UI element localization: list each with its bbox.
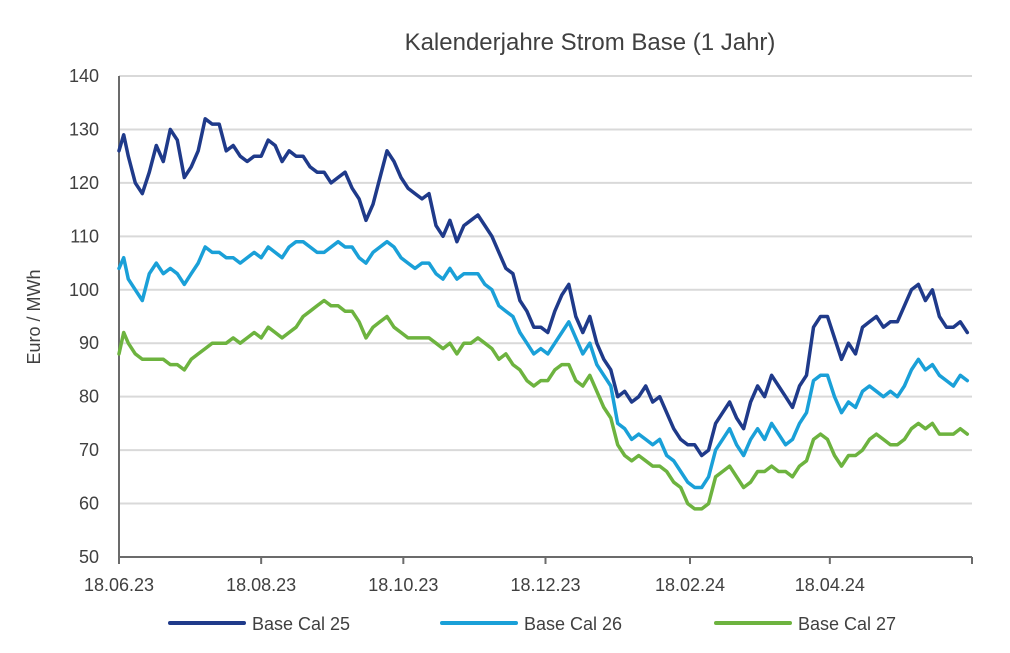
x-tick-label: 18.10.23 xyxy=(368,575,438,595)
y-tick-label: 90 xyxy=(79,333,99,353)
legend-label: Base Cal 25 xyxy=(252,614,350,634)
y-tick-label: 140 xyxy=(69,66,99,86)
x-tick-label: 18.04.24 xyxy=(795,575,865,595)
legend-label: Base Cal 26 xyxy=(524,614,622,634)
y-tick-label: 70 xyxy=(79,440,99,460)
x-tick-label: 18.06.23 xyxy=(84,575,154,595)
y-tick-label: 60 xyxy=(79,494,99,514)
series-line-1 xyxy=(117,117,970,458)
legend-label: Base Cal 27 xyxy=(798,614,896,634)
axes: 50 60 70 80 90 100 110 120 130 140 18.06.23 18.08.2… xyxy=(69,66,973,595)
series-line-3 xyxy=(117,298,970,511)
gridlines xyxy=(119,75,972,505)
y-tick-label: 50 xyxy=(79,547,99,567)
x-tick-label: 18.08.23 xyxy=(226,575,296,595)
series-lines xyxy=(117,117,970,511)
x-tick-label: 18.02.24 xyxy=(655,575,725,595)
y-tick-label: 130 xyxy=(69,119,99,139)
chart-title: Kalenderjahre Strom Base (1 Jahr) xyxy=(405,29,776,56)
legend: Base Cal 25 Base Cal 26 Base Cal 27 xyxy=(168,614,896,634)
y-tick-label: 110 xyxy=(70,226,99,246)
x-tick-label: 18.12.23 xyxy=(510,575,580,595)
series-line-2 xyxy=(117,239,970,490)
y-tick-label: 100 xyxy=(69,280,99,300)
y-tick-label: 80 xyxy=(79,387,99,407)
y-tick-label: 120 xyxy=(69,173,99,193)
y-axis-label: Euro / MWh xyxy=(24,269,44,364)
